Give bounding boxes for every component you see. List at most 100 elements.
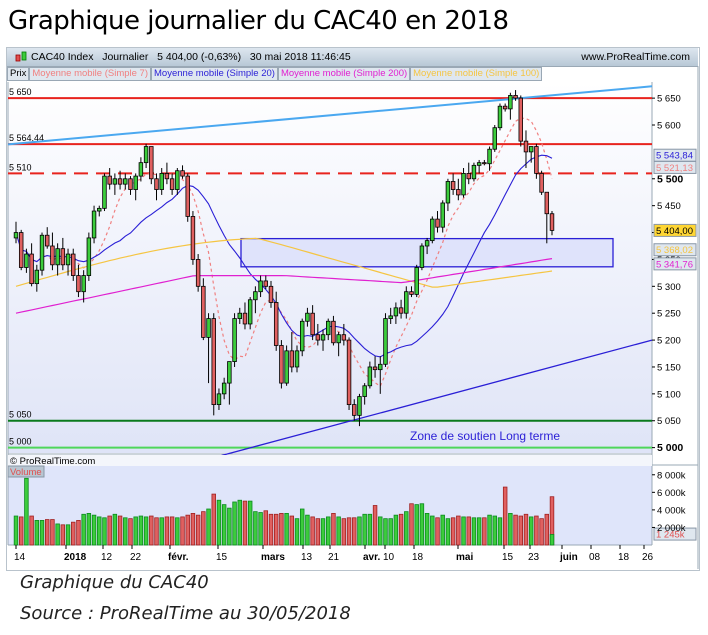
candle-body [133, 175, 138, 190]
candle-body [128, 178, 133, 190]
copyright-label: © ProRealTime.com [10, 456, 95, 467]
candle-body [404, 291, 409, 314]
candle-body [534, 146, 539, 174]
candle-body [497, 105, 503, 129]
candle-body [456, 189, 461, 196]
x-tick-label: mars [261, 552, 285, 563]
page-title: Graphique journalier du CAC40 en 2018 [8, 6, 509, 36]
volume-bar [76, 520, 81, 546]
candle-body [528, 146, 534, 153]
volume-bar [29, 515, 34, 546]
candle-body [29, 253, 34, 285]
candle-body [50, 245, 55, 266]
site-link[interactable]: www.ProRealTime.com [581, 51, 690, 63]
candle-body [518, 97, 523, 142]
volume-tick-label: 4 000k [657, 505, 686, 516]
volume-bar [253, 511, 258, 546]
volume-bar [466, 516, 471, 546]
candle-body [508, 95, 513, 110]
volume-bar [227, 507, 232, 546]
x-tick-label: mai [456, 552, 473, 563]
volume-bar [128, 518, 133, 546]
volume-bar [539, 518, 544, 546]
x-tick-label: 21 [328, 552, 340, 563]
candle-body [461, 173, 466, 196]
candle-body [409, 291, 414, 295]
volume-bar [294, 518, 300, 546]
volume-bar [456, 515, 461, 546]
ma200-line [15, 258, 553, 314]
volume-bar [284, 513, 289, 546]
volume-bar [549, 534, 555, 546]
volume-bar [279, 513, 284, 546]
volume-bar [112, 513, 118, 546]
candle-body [117, 178, 123, 185]
legend-mm100[interactable]: Moyenne mobile (Simple 100) [410, 67, 543, 81]
candle-body [487, 148, 492, 165]
candle-body [159, 173, 164, 190]
volume-bar [305, 514, 310, 546]
candle-body [445, 181, 451, 204]
candle-body [39, 234, 45, 271]
volume-bar [482, 517, 487, 546]
legend-mm200[interactable]: Moyenne mobile (Simple 200) [277, 67, 411, 81]
volume-bar [367, 513, 373, 546]
volume-bar [45, 519, 50, 546]
candle-body [97, 207, 102, 212]
volume-bar [445, 518, 451, 546]
candle-body [414, 267, 419, 295]
x-tick-label: 26 [642, 552, 654, 563]
y-tick-label: 5 100 [657, 389, 681, 400]
candle-body [86, 237, 92, 276]
candle-body [34, 269, 40, 285]
legend-mm7[interactable]: Moyenne mobile (Simple 7) [29, 67, 152, 81]
volume-bar [398, 513, 404, 546]
candle-body [180, 170, 185, 177]
y-tick-label: 5 000 [657, 442, 683, 454]
candle-body [430, 218, 435, 242]
volume-bar [409, 503, 414, 546]
candle-body [24, 253, 29, 268]
candle-body [279, 345, 284, 384]
volume-bar [143, 516, 149, 546]
chart-header: CAC40 Index Journalier 5 404,00 (-0,63%)… [7, 48, 698, 67]
volume-bar [91, 514, 97, 546]
candle-body [352, 404, 357, 416]
candle-body [320, 334, 326, 341]
last-price: 5 404,00 (-0,63%) [157, 51, 242, 63]
volume-bar [71, 521, 76, 546]
candle-body [424, 240, 430, 247]
volume-bar [534, 515, 539, 546]
volume-bar [502, 486, 508, 546]
volume-bar [346, 517, 352, 546]
volume-bar [461, 516, 466, 546]
candle-body [169, 178, 175, 190]
candle-body [195, 259, 201, 287]
volume-bar [180, 516, 185, 546]
y-tick-label: 5 300 [657, 282, 681, 293]
y-tick-label: 5 150 [657, 362, 681, 373]
candle-body [362, 385, 367, 397]
legend-mm20[interactable]: Moyenne mobile (Simple 20) [151, 67, 278, 81]
volume-bar [175, 517, 180, 546]
candle-body [523, 140, 529, 153]
price-badge [653, 257, 697, 271]
volume-bar [97, 516, 102, 546]
volume-bar [513, 514, 518, 546]
candle-body [242, 312, 248, 325]
candle-body [55, 248, 60, 266]
candle-body [123, 178, 128, 185]
volume-bar [273, 513, 279, 546]
candle-body [45, 234, 50, 247]
volume-bar [528, 516, 534, 546]
volume-bar [388, 518, 393, 546]
candle-body [305, 312, 310, 322]
candle-body [419, 245, 425, 268]
instrument-name: CAC40 Index [31, 51, 94, 63]
volume-bar [237, 499, 242, 546]
legend-prix[interactable]: Prix [7, 67, 30, 81]
y-tick-label: 5 450 [657, 201, 681, 212]
volume-bar [435, 517, 440, 546]
x-tick-label: 2018 [64, 552, 87, 563]
